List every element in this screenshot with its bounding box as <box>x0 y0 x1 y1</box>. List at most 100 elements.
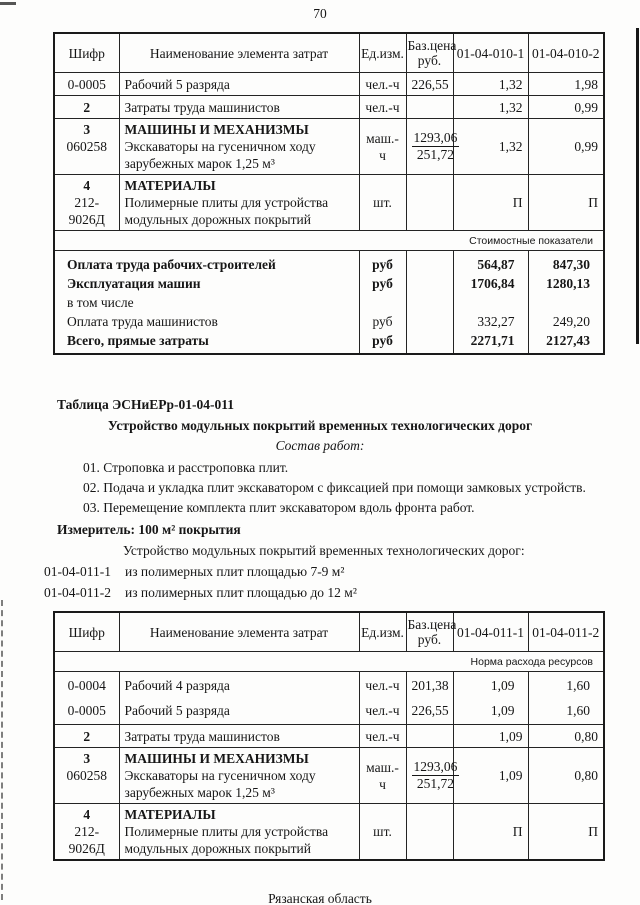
cell-value-2: П <box>527 803 605 861</box>
cell-units: чел.-ч чел.-ч <box>358 671 407 725</box>
cell-unit: маш.-ч <box>358 118 407 175</box>
cost-price-empty <box>405 250 454 355</box>
cell-unit: чел.-ч <box>358 95 407 119</box>
col-header-norm-1: 01-04-011-1 <box>452 611 529 652</box>
estimate-table-01-04-010: Шифр Наименование элемента затрат Ед.изм… <box>53 32 605 355</box>
cell-value-1: 1,32 <box>452 72 529 96</box>
cell-code: 0-0005 <box>53 72 120 96</box>
cell-price-fraction: 1293,06 251,72 <box>405 118 460 175</box>
variant-desc: из полимерных плит площадью до 12 м² <box>125 585 357 600</box>
cell-value-1: П <box>452 174 529 231</box>
cell-code: 2 <box>53 95 120 119</box>
work-item: 03. Перемещение комплекта плит экскавато… <box>83 500 475 515</box>
price-fraction: 1293,06 251,72 <box>411 759 460 791</box>
cell-price-empty <box>405 95 454 119</box>
col-header-unit: Ед.изм. <box>358 611 407 652</box>
cell-value-1: П <box>452 803 529 861</box>
cost-indicators-label: Стоимостные показатели <box>53 230 605 251</box>
cell-value-2: 1,98 <box>527 72 605 96</box>
resource-norm-label-row: Норма расхода ресурсов <box>53 651 605 672</box>
cell-price-empty <box>405 724 454 748</box>
measure-unit-line: Измеритель: 100 м² покрытия <box>57 522 241 537</box>
cell-codes: 0-0004 0-0005 <box>53 671 120 725</box>
cell-code: 4 212-9026Д <box>53 803 120 861</box>
variant-code: 01-04-011-2 <box>44 585 111 600</box>
cell-unit: чел.-ч <box>358 72 407 96</box>
works-composition-label: Состав работ: <box>275 438 365 453</box>
col-header-unit: Ед.изм. <box>358 32 407 73</box>
variants-intro: Устройство модульных покрытий временных … <box>123 543 525 558</box>
price-fraction: 1293,06 251,72 <box>411 130 460 162</box>
variant-code: 01-04-011-1 <box>44 564 111 579</box>
table-group-materials: 4 212-9026Д МАТЕРИАЛЫ Полимерные плиты д… <box>53 174 605 231</box>
cell-names: Рабочий 4 разряда Рабочий 5 разряда <box>118 671 360 725</box>
col-header-code: Шифр <box>53 32 120 73</box>
table-row-operators: 2 Затраты труда машинистов чел.-ч 1,09 0… <box>53 724 605 748</box>
cell-code: 2 <box>53 724 120 748</box>
cell-name: МАТЕРИАЛЫ Полимерные плиты для устройств… <box>118 803 360 861</box>
col-header-name: Наименование элемента затрат <box>118 611 360 652</box>
cell-name: МАШИНЫ И МЕХАНИЗМЫ Экскаваторы на гусени… <box>118 118 360 175</box>
col-header-name: Наименование элемента затрат <box>118 32 360 73</box>
cost-values-1: 564,87 1706,84 332,27 2271,71 <box>452 250 529 355</box>
cell-price-empty <box>405 174 454 231</box>
region-footer: Рязанская область <box>268 891 372 905</box>
variant-row: 01-04-011-1 из полимерных плит площадью … <box>44 561 640 582</box>
cell-value-1: 1,32 <box>452 118 529 175</box>
estimate-table-01-04-011: Шифр Наименование элемента затрат Ед.изм… <box>53 611 605 861</box>
cell-values-2: 1,60 1,60 <box>527 671 605 725</box>
cell-value-2: 0,99 <box>527 118 605 175</box>
cell-code: 3 060258 <box>53 118 120 175</box>
cell-name: МАТЕРИАЛЫ Полимерные плиты для устройств… <box>118 174 360 231</box>
col-header-baseprice: Баз.цена руб. <box>405 32 456 73</box>
table-group-materials: 4 212-9026Д МАТЕРИАЛЫ Полимерные плиты д… <box>53 803 605 861</box>
cell-value-2: П <box>527 174 605 231</box>
cost-indicators-block: Оплата труда рабочих-строителей Эксплуат… <box>53 250 605 355</box>
works-list: 01. Строповка и расстроповка плит. 02. П… <box>0 458 640 518</box>
cell-value-2: 0,80 <box>527 747 605 804</box>
work-item: 01. Строповка и расстроповка плит. <box>83 460 289 475</box>
table-row-worker: 0-0005 Рабочий 5 разряда чел.-ч 226,55 1… <box>53 72 605 96</box>
scan-artifact-left-edge <box>1 600 3 900</box>
table-label: Таблица ЭСНиЕРр-01-04-011 <box>57 397 235 412</box>
table-header-row: Шифр Наименование элемента затрат Ед.изм… <box>53 611 605 652</box>
table-group-machines: 3 060258 МАШИНЫ И МЕХАНИЗМЫ Экскаваторы … <box>53 118 605 175</box>
cell-unit: шт. <box>358 174 407 231</box>
cost-units: руб руб руб руб <box>358 250 407 355</box>
work-item: 02. Подача и укладка плит экскаватором с… <box>83 480 586 495</box>
table-header-row: Шифр Наименование элемента затрат Ед.изм… <box>53 32 605 73</box>
cell-price: 226,55 <box>405 72 454 96</box>
cell-value-1: 1,32 <box>452 95 529 119</box>
cell-name: Затраты труда машинистов <box>118 95 360 119</box>
variant-row: 01-04-011-2 из полимерных плит площадью … <box>44 582 640 603</box>
cell-unit: шт. <box>358 803 407 861</box>
cell-name: МАШИНЫ И МЕХАНИЗМЫ Экскаваторы на гусени… <box>118 747 360 804</box>
cell-unit: чел.-ч <box>358 724 407 748</box>
scan-artifact-corner <box>0 2 16 5</box>
col-header-norm-2: 01-04-010-2 <box>527 32 605 73</box>
cell-price-empty <box>405 803 454 861</box>
cell-code: 4 212-9026Д <box>53 174 120 231</box>
cell-name: Рабочий 5 разряда <box>118 72 360 96</box>
cell-value-2: 0,80 <box>527 724 605 748</box>
cost-indicators-label-row: Стоимостные показатели <box>53 230 605 251</box>
cost-names: Оплата труда рабочих-строителей Эксплуат… <box>53 250 360 355</box>
variant-desc: из полимерных плит площадью 7-9 м² <box>125 564 345 579</box>
table-group-machines: 3 060258 МАШИНЫ И МЕХАНИЗМЫ Экскаваторы … <box>53 747 605 804</box>
cell-value-1: 1,09 <box>452 747 529 804</box>
cell-value-2: 0,99 <box>527 95 605 119</box>
col-header-norm-1: 01-04-010-1 <box>452 32 529 73</box>
cell-unit: маш.-ч <box>358 747 407 804</box>
cell-values-1: 1,09 1,09 <box>452 671 529 725</box>
resource-norm-label: Норма расхода ресурсов <box>53 651 605 672</box>
section-title: Устройство модульных покрытий временных … <box>107 418 533 433</box>
table-row-operators: 2 Затраты труда машинистов чел.-ч 1,32 0… <box>53 95 605 119</box>
page-number: 70 <box>313 6 327 21</box>
col-header-baseprice: Баз.цена руб. <box>405 611 456 652</box>
cell-prices: 201,38 226,55 <box>405 671 454 725</box>
cell-name: Затраты труда машинистов <box>118 724 360 748</box>
col-header-norm-2: 01-04-011-2 <box>527 611 605 652</box>
scan-artifact-right-edge <box>636 28 639 344</box>
cell-price-fraction: 1293,06 251,72 <box>405 747 460 804</box>
